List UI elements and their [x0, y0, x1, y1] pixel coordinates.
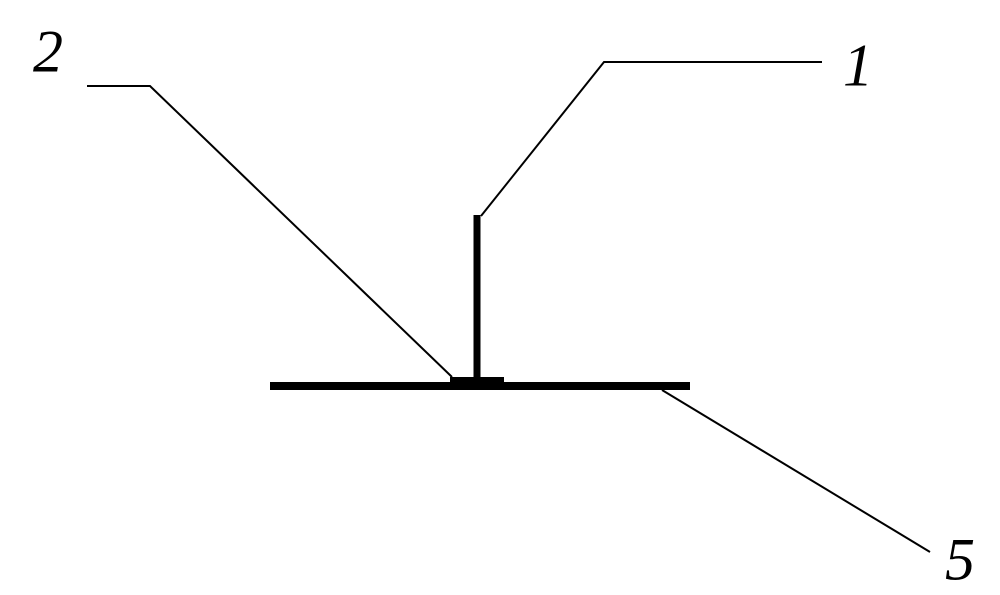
callout-label-1: 1	[843, 32, 873, 101]
callout-label-2: 2	[33, 18, 63, 87]
callout-label-5: 5	[945, 526, 975, 595]
leader-2	[87, 86, 452, 377]
leader-5	[662, 390, 930, 552]
leader-1	[481, 62, 822, 216]
